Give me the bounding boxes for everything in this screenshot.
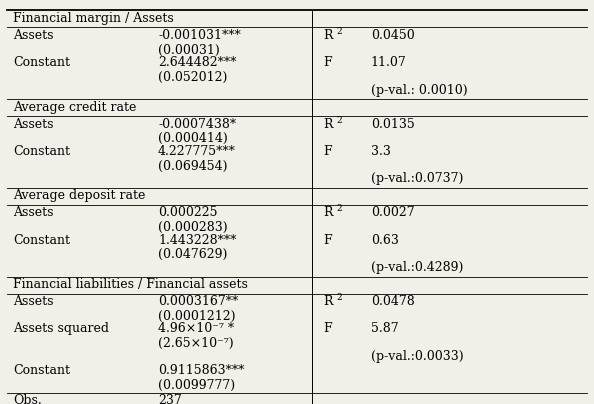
Text: 11.07: 11.07: [371, 56, 407, 69]
Text: (p-val.:0.4289): (p-val.:0.4289): [371, 261, 463, 274]
Text: Constant: Constant: [13, 234, 70, 246]
Text: (0.00031): (0.00031): [158, 44, 220, 57]
Text: Assets squared: Assets squared: [13, 322, 109, 335]
Text: 5.87: 5.87: [371, 322, 399, 335]
Text: 0.0027: 0.0027: [371, 206, 415, 219]
Text: Constant: Constant: [13, 56, 70, 69]
Text: (0.000283): (0.000283): [158, 221, 228, 234]
Text: R: R: [324, 118, 333, 130]
Text: 237: 237: [158, 394, 182, 404]
Text: (0.069454): (0.069454): [158, 160, 228, 173]
Text: Assets: Assets: [13, 206, 53, 219]
Text: 3.3: 3.3: [371, 145, 391, 158]
Text: 0.9115863***: 0.9115863***: [158, 364, 245, 377]
Text: F: F: [324, 56, 332, 69]
Text: 4.227775***: 4.227775***: [158, 145, 236, 158]
Text: 0.000225: 0.000225: [158, 206, 217, 219]
Text: -0.0007438*: -0.0007438*: [158, 118, 236, 130]
Text: R: R: [324, 206, 333, 219]
Text: F: F: [324, 322, 332, 335]
Text: (p-val.:0.0737): (p-val.:0.0737): [371, 172, 463, 185]
Text: Assets: Assets: [13, 295, 53, 308]
Text: F: F: [324, 145, 332, 158]
Text: 2: 2: [337, 27, 342, 36]
Text: (0.000414): (0.000414): [158, 132, 228, 145]
Text: 2.644482***: 2.644482***: [158, 56, 236, 69]
Text: Average credit rate: Average credit rate: [13, 101, 137, 114]
Text: 0.63: 0.63: [371, 234, 399, 246]
Text: (p-val.:0.0033): (p-val.:0.0033): [371, 349, 463, 363]
Text: Assets: Assets: [13, 29, 53, 42]
Text: 2: 2: [337, 204, 342, 213]
Text: (0.052012): (0.052012): [158, 71, 228, 84]
Text: (0.0001212): (0.0001212): [158, 309, 236, 322]
Text: (0.0099777): (0.0099777): [158, 379, 235, 392]
Text: R: R: [324, 29, 333, 42]
Text: Financial margin / Assets: Financial margin / Assets: [13, 12, 174, 25]
Text: Constant: Constant: [13, 364, 70, 377]
Text: R: R: [324, 295, 333, 308]
Text: (2.65×10⁻⁷): (2.65×10⁻⁷): [158, 337, 233, 350]
Text: Financial liabilities / Financial assets: Financial liabilities / Financial assets: [13, 278, 248, 291]
Text: 0.0135: 0.0135: [371, 118, 415, 130]
Text: 0.0478: 0.0478: [371, 295, 415, 308]
Text: -0.001031***: -0.001031***: [158, 29, 241, 42]
Text: 4.96×10⁻⁷ *: 4.96×10⁻⁷ *: [158, 322, 234, 335]
Text: (0.047629): (0.047629): [158, 248, 228, 261]
Text: Average deposit rate: Average deposit rate: [13, 189, 146, 202]
Text: 1.443228***: 1.443228***: [158, 234, 236, 246]
Text: 0.0450: 0.0450: [371, 29, 415, 42]
Text: Assets: Assets: [13, 118, 53, 130]
Text: Obs.: Obs.: [13, 394, 42, 404]
Text: F: F: [324, 234, 332, 246]
Text: 2: 2: [337, 116, 342, 125]
Text: (p-val.: 0.0010): (p-val.: 0.0010): [371, 84, 467, 97]
Text: 0.0003167**: 0.0003167**: [158, 295, 238, 308]
Text: 2: 2: [337, 293, 342, 302]
Text: Constant: Constant: [13, 145, 70, 158]
